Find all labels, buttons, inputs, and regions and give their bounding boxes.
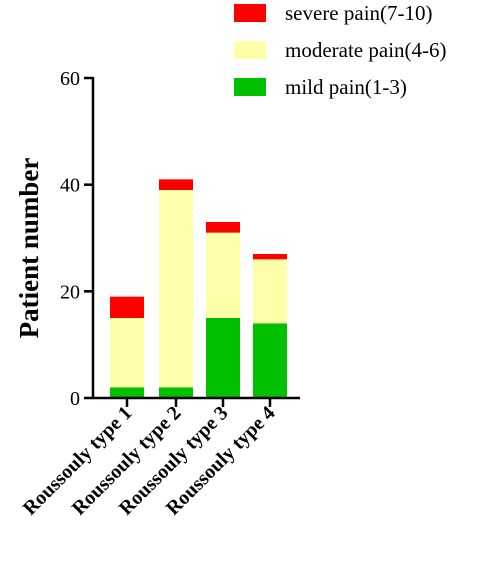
y-tick-label: 40 [60,175,80,197]
bar-segment [206,318,240,398]
bar-segment [110,387,144,398]
bar-segment [253,259,287,324]
y-tick-label: 60 [60,68,80,90]
bar-segment [206,222,240,233]
bar-segment [110,318,144,388]
bars-group [110,179,287,398]
legend-swatch [234,4,266,22]
legend-swatch [234,41,266,59]
y-ticks-group: 0 20 40 60 [60,68,93,410]
legend-label: moderate pain(4-6) [285,38,447,62]
y-tick-label: 0 [70,388,80,410]
bar-segment [253,254,287,260]
bar-segment [253,323,287,398]
legend-label: severe pain(7-10) [285,1,433,25]
legend-swatch [234,78,266,96]
bar-segment [206,232,240,318]
bar-segment [159,190,193,388]
bar-segment [110,296,144,318]
bar-segment [159,179,193,190]
bar-segment [159,387,193,398]
legend: severe pain(7-10) moderate pain(4-6) mild … [234,1,447,99]
legend-label: mild pain(1-3) [285,75,407,99]
y-axis-label: Patient number [14,158,44,339]
y-tick-label: 20 [60,281,80,303]
